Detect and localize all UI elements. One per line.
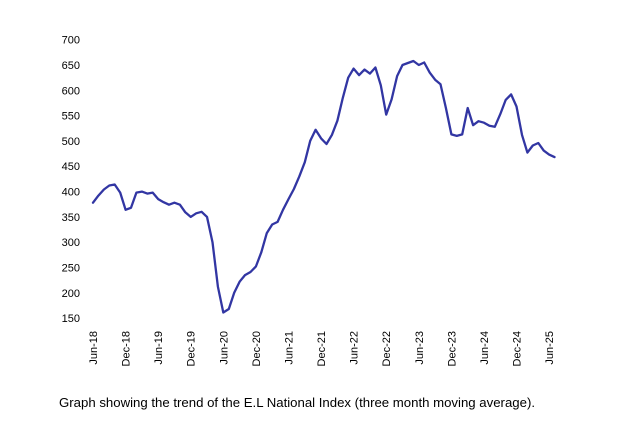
x-axis-tick-label: Jun-24 [479,331,491,365]
x-axis-tick-label: Jun-19 [153,331,165,365]
chart-caption: Graph showing the trend of the E.L Natio… [59,395,535,410]
y-axis-tick-label: 550 [62,111,80,123]
x-axis-tick-label: Dec-23 [446,331,458,366]
y-axis-tick-label: 350 [62,212,80,224]
x-axis-tick-label: Jun-21 [283,331,295,365]
x-axis-tick-label: Jun-20 [218,331,230,365]
y-axis-tick-label: 650 [62,60,80,72]
y-axis-tick-label: 600 [62,85,80,97]
x-axis-tick-label: Jun-18 [88,331,100,365]
el-national-index-line-chart: 700 650 600 550 500 450 400 350 300 250 200 150 Jun-… [62,35,556,367]
y-axis-tick-label: 450 [62,161,80,173]
y-axis-tick-label: 400 [62,187,80,199]
y-axis-tick-label: 500 [62,136,80,148]
y-axis-tick-label: 250 [62,262,80,274]
x-axis-tick-label: Dec-20 [251,331,263,366]
x-axis-tick-label: Dec-18 [121,331,133,366]
x-axis-tick-label: Jun-25 [544,331,556,365]
y-axis-tick-label: 300 [62,237,80,249]
x-axis-tick-label: Jun-23 [414,331,426,365]
y-axis-tick-label: 200 [62,288,80,300]
x-axis-tick-label: Dec-21 [316,331,328,366]
x-axis-tick-label: Dec-24 [512,331,524,366]
x-axis-tick-label: Jun-22 [349,331,361,365]
x-axis-tick-label: Dec-22 [381,331,393,366]
y-axis-tick-label: 150 [62,313,80,325]
y-axis-tick-label: 700 [62,35,80,47]
index-trend-line [91,59,556,314]
x-axis-tick-label: Dec-19 [186,331,198,366]
